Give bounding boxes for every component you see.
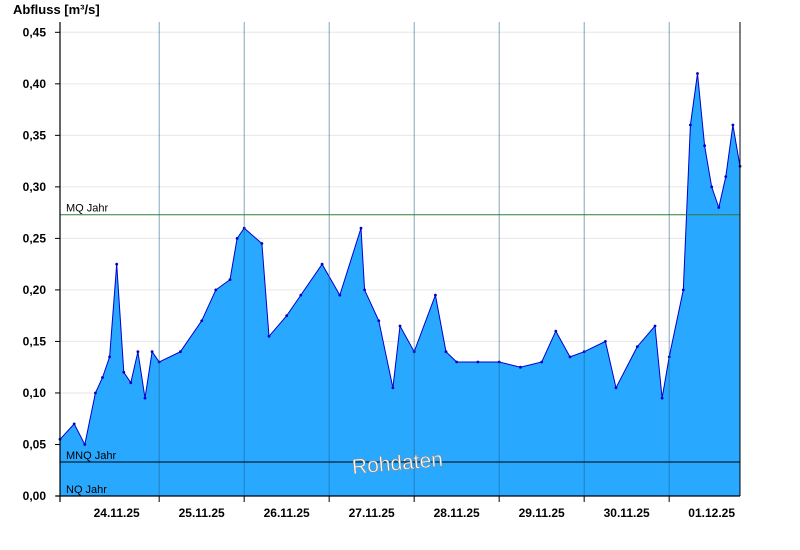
y-tick-label: 0,00 xyxy=(23,489,47,503)
reference-label: MQ Jahr xyxy=(66,203,109,215)
y-tick-label: 0,20 xyxy=(23,283,47,297)
data-point xyxy=(136,350,140,354)
data-point xyxy=(299,293,303,297)
discharge-line xyxy=(59,73,741,446)
y-tick-label: 0,35 xyxy=(23,128,47,142)
data-point xyxy=(476,360,480,364)
data-point xyxy=(122,370,126,374)
data-point xyxy=(455,360,459,364)
data-point xyxy=(635,345,639,348)
y-tick-label: 0,40 xyxy=(23,77,47,91)
data-point xyxy=(115,262,119,266)
data-point xyxy=(681,288,685,292)
data-point xyxy=(689,123,692,127)
data-point xyxy=(540,360,544,364)
discharge-area-fill xyxy=(60,73,740,496)
y-axis-title: Abfluss [m³/s] xyxy=(13,2,100,17)
data-point xyxy=(72,422,76,426)
data-point xyxy=(391,386,395,390)
data-point xyxy=(129,381,133,385)
data-point xyxy=(214,288,218,292)
data-point xyxy=(398,324,402,328)
x-tick-label: 27.11.25 xyxy=(349,506,395,520)
x-tick-label: 26.11.25 xyxy=(264,506,310,520)
data-point xyxy=(696,72,699,75)
data-point xyxy=(143,396,147,400)
y-tick-label: 0,45 xyxy=(23,25,47,39)
data-point xyxy=(717,206,721,209)
x-tick-label: 01.12.25 xyxy=(688,506,735,520)
data-point xyxy=(320,262,324,266)
data-point xyxy=(604,340,607,343)
reference-label: NQ Jahr xyxy=(66,484,107,496)
data-point xyxy=(150,350,154,354)
data-point xyxy=(228,278,232,281)
y-tick-label: 0,25 xyxy=(23,231,47,245)
data-point xyxy=(710,185,714,189)
data-point xyxy=(235,237,239,240)
y-tick-label: 0,30 xyxy=(23,180,47,194)
data-point xyxy=(101,376,104,379)
data-point xyxy=(434,293,437,297)
data-point xyxy=(363,288,366,292)
data-point xyxy=(568,355,572,359)
data-point xyxy=(260,242,264,245)
reference-lines: MQ Jahr MNQ Jahr NQ Jahr xyxy=(60,203,740,496)
x-tick-label: 28.11.25 xyxy=(434,506,480,520)
y-tick-labels: 0,00 0,05 0,10 0,15 0,20 0,25 0,30 0,35 0,40 0,45 xyxy=(23,25,47,503)
data-point xyxy=(519,365,522,369)
y-tick-label: 0,05 xyxy=(23,437,47,451)
y-tick-label: 0,10 xyxy=(23,386,47,400)
data-point xyxy=(660,396,664,400)
data-point xyxy=(179,350,182,354)
data-point xyxy=(653,324,657,328)
discharge-area xyxy=(58,72,742,496)
data-point xyxy=(83,443,87,446)
data-point xyxy=(377,319,381,323)
x-tick-label: 30.11.25 xyxy=(604,506,650,520)
data-point xyxy=(731,123,735,127)
data-point xyxy=(338,293,342,297)
x-tick-label: 29.11.25 xyxy=(519,506,565,520)
data-point xyxy=(444,350,448,354)
data-point xyxy=(724,175,728,179)
data-point xyxy=(554,329,558,333)
data-point xyxy=(108,355,111,359)
y-tick-label: 0,15 xyxy=(23,334,47,348)
data-point xyxy=(703,144,706,148)
x-tick-label: 24.11.25 xyxy=(94,506,140,520)
data-point xyxy=(359,226,363,230)
data-point xyxy=(200,319,204,323)
day-separators xyxy=(158,22,670,496)
reference-label: MNQ Jahr xyxy=(66,450,116,462)
data-point xyxy=(614,386,618,390)
x-tick-label: 25.11.25 xyxy=(179,506,225,520)
axes xyxy=(55,22,741,502)
data-point xyxy=(285,314,289,318)
data-point xyxy=(267,334,271,338)
x-tick-labels: 24.11.25 25.11.25 26.11.25 27.11.25 28.11.25… xyxy=(94,506,736,520)
data-point xyxy=(94,391,97,395)
